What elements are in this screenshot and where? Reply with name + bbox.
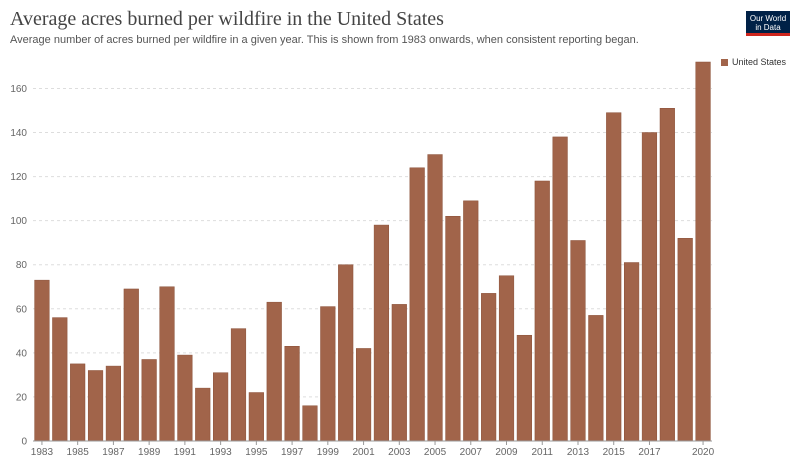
chart-title: Average acres burned per wildfire in the… [10,8,444,30]
x-tick-label: 2013 [567,447,590,458]
bar-1983[interactable] [34,279,50,442]
bar-2014[interactable] [588,315,604,442]
legend-label: United States [732,57,787,67]
bar-1987[interactable] [105,365,121,442]
x-tick-label: 1993 [209,447,232,458]
legend[interactable]: United States [721,57,786,67]
bar-2007[interactable] [463,200,479,442]
bar-2006[interactable] [445,215,461,442]
bar-1990[interactable] [159,286,175,442]
bar-2001[interactable] [355,348,372,442]
y-tick-label: 120 [10,172,27,183]
bars [34,61,711,442]
bar-1986[interactable] [87,370,104,442]
logo-line-1: Our World [749,14,787,23]
y-axis: 0 20 40 60 80 100 120 140 160 [10,84,27,448]
x-tick-label: 1983 [31,447,54,458]
x-axis: 1983 1985 1987 1989 1991 1993 1995 1997 1999 2001… [31,440,715,458]
bar-2017[interactable] [641,132,658,442]
owid-logo[interactable]: Our World in Data [746,11,790,36]
y-tick-label: 0 [21,437,27,448]
x-tick-label: 2007 [460,447,483,458]
bar-1991[interactable] [177,354,193,442]
bar-2019[interactable] [677,238,693,442]
y-tick-label: 140 [10,128,27,139]
bar-1994[interactable] [230,328,247,442]
x-tick-label: 1991 [174,447,197,458]
bar-1993[interactable] [213,372,229,442]
logo-line-2: in Data [755,23,781,32]
bar-2016[interactable] [624,262,640,442]
x-tick-label: 2020 [692,447,715,458]
x-tick-label: 1989 [138,447,161,458]
bar-2015[interactable] [606,112,622,442]
bar-1992[interactable] [195,387,211,442]
x-tick-label: 2009 [495,447,518,458]
x-tick-label: 1997 [281,447,304,458]
bar-1984[interactable] [52,317,68,442]
y-tick-label: 80 [16,260,28,271]
bar-2000[interactable] [338,264,354,442]
x-tick-label: 2003 [388,447,411,458]
bar-2020[interactable] [695,61,711,442]
bar-2003[interactable] [391,304,407,442]
bar-1995[interactable] [248,392,264,442]
bar-2010[interactable] [516,334,532,442]
bar-1998[interactable] [302,405,318,442]
bar-1989[interactable] [141,359,157,442]
x-tick-label: 1999 [317,447,340,458]
y-tick-label: 20 [16,392,28,403]
bar-2013[interactable] [570,240,586,442]
bar-1985[interactable] [70,363,86,442]
bar-1997[interactable] [284,346,300,442]
bar-2005[interactable] [427,154,443,442]
y-tick-label: 160 [10,84,27,95]
bar-2011[interactable] [534,180,550,442]
bar-1996[interactable] [266,301,282,442]
bar-1988[interactable] [123,288,139,442]
x-tick-label: 2015 [603,447,626,458]
x-tick-label: 2017 [638,447,661,458]
y-tick-label: 100 [10,216,27,227]
x-tick-label: 1985 [67,447,90,458]
bar-2009[interactable] [498,275,515,442]
x-tick-label: 1995 [245,447,268,458]
bar-2002[interactable] [373,224,390,442]
x-tick-label: 1987 [102,447,125,458]
bar-2018[interactable] [659,108,675,442]
chart-subtitle: Average number of acres burned per wildf… [10,34,639,46]
x-tick-label: 2005 [424,447,447,458]
x-tick-label: 2011 [531,447,553,458]
legend-swatch [721,58,728,66]
bar-2012[interactable] [552,136,568,442]
x-tick-label: 2001 [352,447,375,458]
bar-2004[interactable] [409,167,425,442]
bar-2008[interactable] [481,293,497,442]
y-tick-label: 40 [16,348,28,359]
y-tick-label: 60 [16,304,28,315]
bar-1999[interactable] [320,306,336,442]
